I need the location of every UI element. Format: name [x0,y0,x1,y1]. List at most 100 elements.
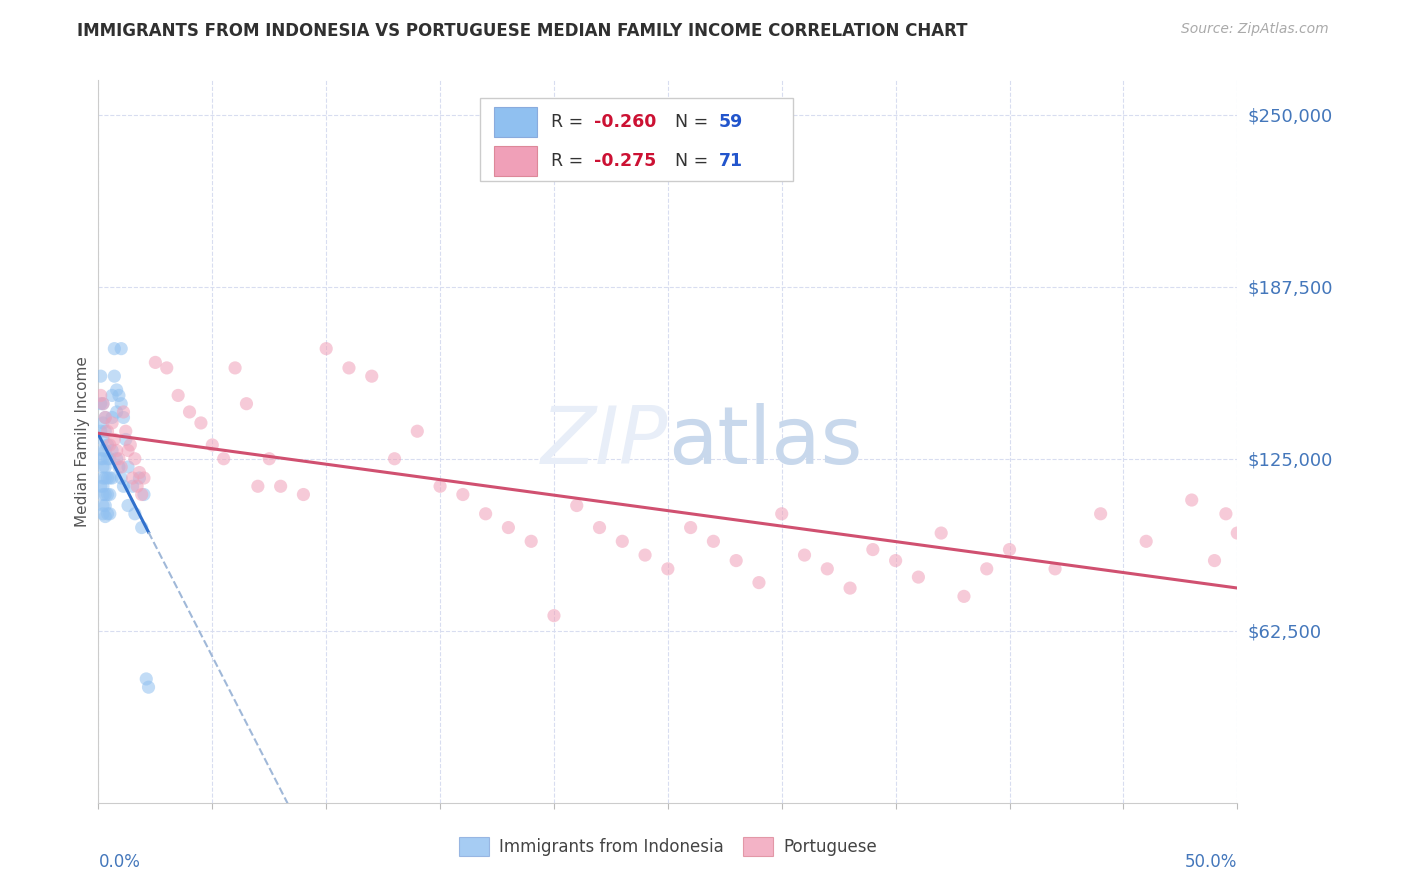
Point [315,342,337,356]
Point [103,342,125,356]
Text: ZIP: ZIP [540,402,668,481]
Point [121,471,143,485]
Point [246,479,269,493]
Point [96,471,118,485]
Text: R =: R = [551,153,588,170]
Point [91,499,114,513]
Point [565,499,588,513]
Point [112,405,135,419]
FancyBboxPatch shape [479,98,793,181]
Point [114,433,136,447]
Point [94,410,117,425]
Point [94,410,117,425]
Point [1215,507,1237,521]
Point [145,355,167,369]
Point [91,451,114,466]
Point [96,438,118,452]
Text: -0.260: -0.260 [593,113,657,131]
Y-axis label: Median Family Income: Median Family Income [75,356,90,527]
Point [451,487,474,501]
Point [384,451,406,466]
Point [108,460,131,475]
Point [90,424,112,438]
Point [90,369,112,384]
Point [110,471,132,485]
Point [138,680,160,694]
Point [110,397,132,411]
Point [110,460,132,475]
Text: Source: ZipAtlas.com: Source: ZipAtlas.com [1181,22,1329,37]
Point [96,487,118,501]
Point [112,410,135,425]
Point [127,479,149,493]
Point [770,507,793,521]
Point [91,443,114,458]
Text: N =: N = [665,113,714,131]
Point [1090,507,1112,521]
Point [94,487,117,501]
Point [91,479,114,493]
Point [91,397,114,411]
Point [94,499,117,513]
Point [103,433,125,447]
Point [94,424,117,438]
Point [167,388,190,402]
Point [1226,526,1249,541]
Point [212,451,235,466]
Point [98,438,121,452]
Point [634,548,657,562]
Point [235,397,257,411]
Point [90,479,112,493]
Point [1135,534,1157,549]
Point [1043,562,1066,576]
Point [815,562,838,576]
Point [120,438,142,452]
FancyBboxPatch shape [494,146,537,177]
Point [98,487,121,501]
Point [101,443,124,458]
Point [679,520,702,534]
Point [91,397,114,411]
Point [91,507,114,521]
Point [112,479,135,493]
Point [94,460,117,475]
Point [91,460,114,475]
Point [259,451,281,466]
Point [124,451,146,466]
Point [702,534,724,549]
Point [520,534,543,549]
Point [953,590,976,604]
Point [101,416,124,430]
Point [98,471,121,485]
Point [108,388,131,402]
FancyBboxPatch shape [494,107,537,137]
Point [103,369,125,384]
Text: 59: 59 [718,113,744,131]
Point [270,479,292,493]
Point [90,388,112,402]
Point [156,360,179,375]
Text: -0.275: -0.275 [593,153,657,170]
Point [110,342,132,356]
Point [474,507,496,521]
Point [90,451,112,466]
Point [929,526,952,541]
Point [179,405,201,419]
Text: 71: 71 [718,153,744,170]
Point [124,507,146,521]
Point [131,487,153,501]
Point [101,471,124,485]
Point [101,388,124,402]
Point [998,542,1021,557]
Point [96,424,118,438]
Point [793,548,815,562]
Point [96,507,118,521]
Point [657,562,679,576]
Point [105,451,128,466]
Point [90,397,112,411]
Point [725,553,748,567]
Text: R =: R = [551,113,588,131]
Point [91,433,114,447]
Point [976,562,998,576]
Point [907,570,929,584]
